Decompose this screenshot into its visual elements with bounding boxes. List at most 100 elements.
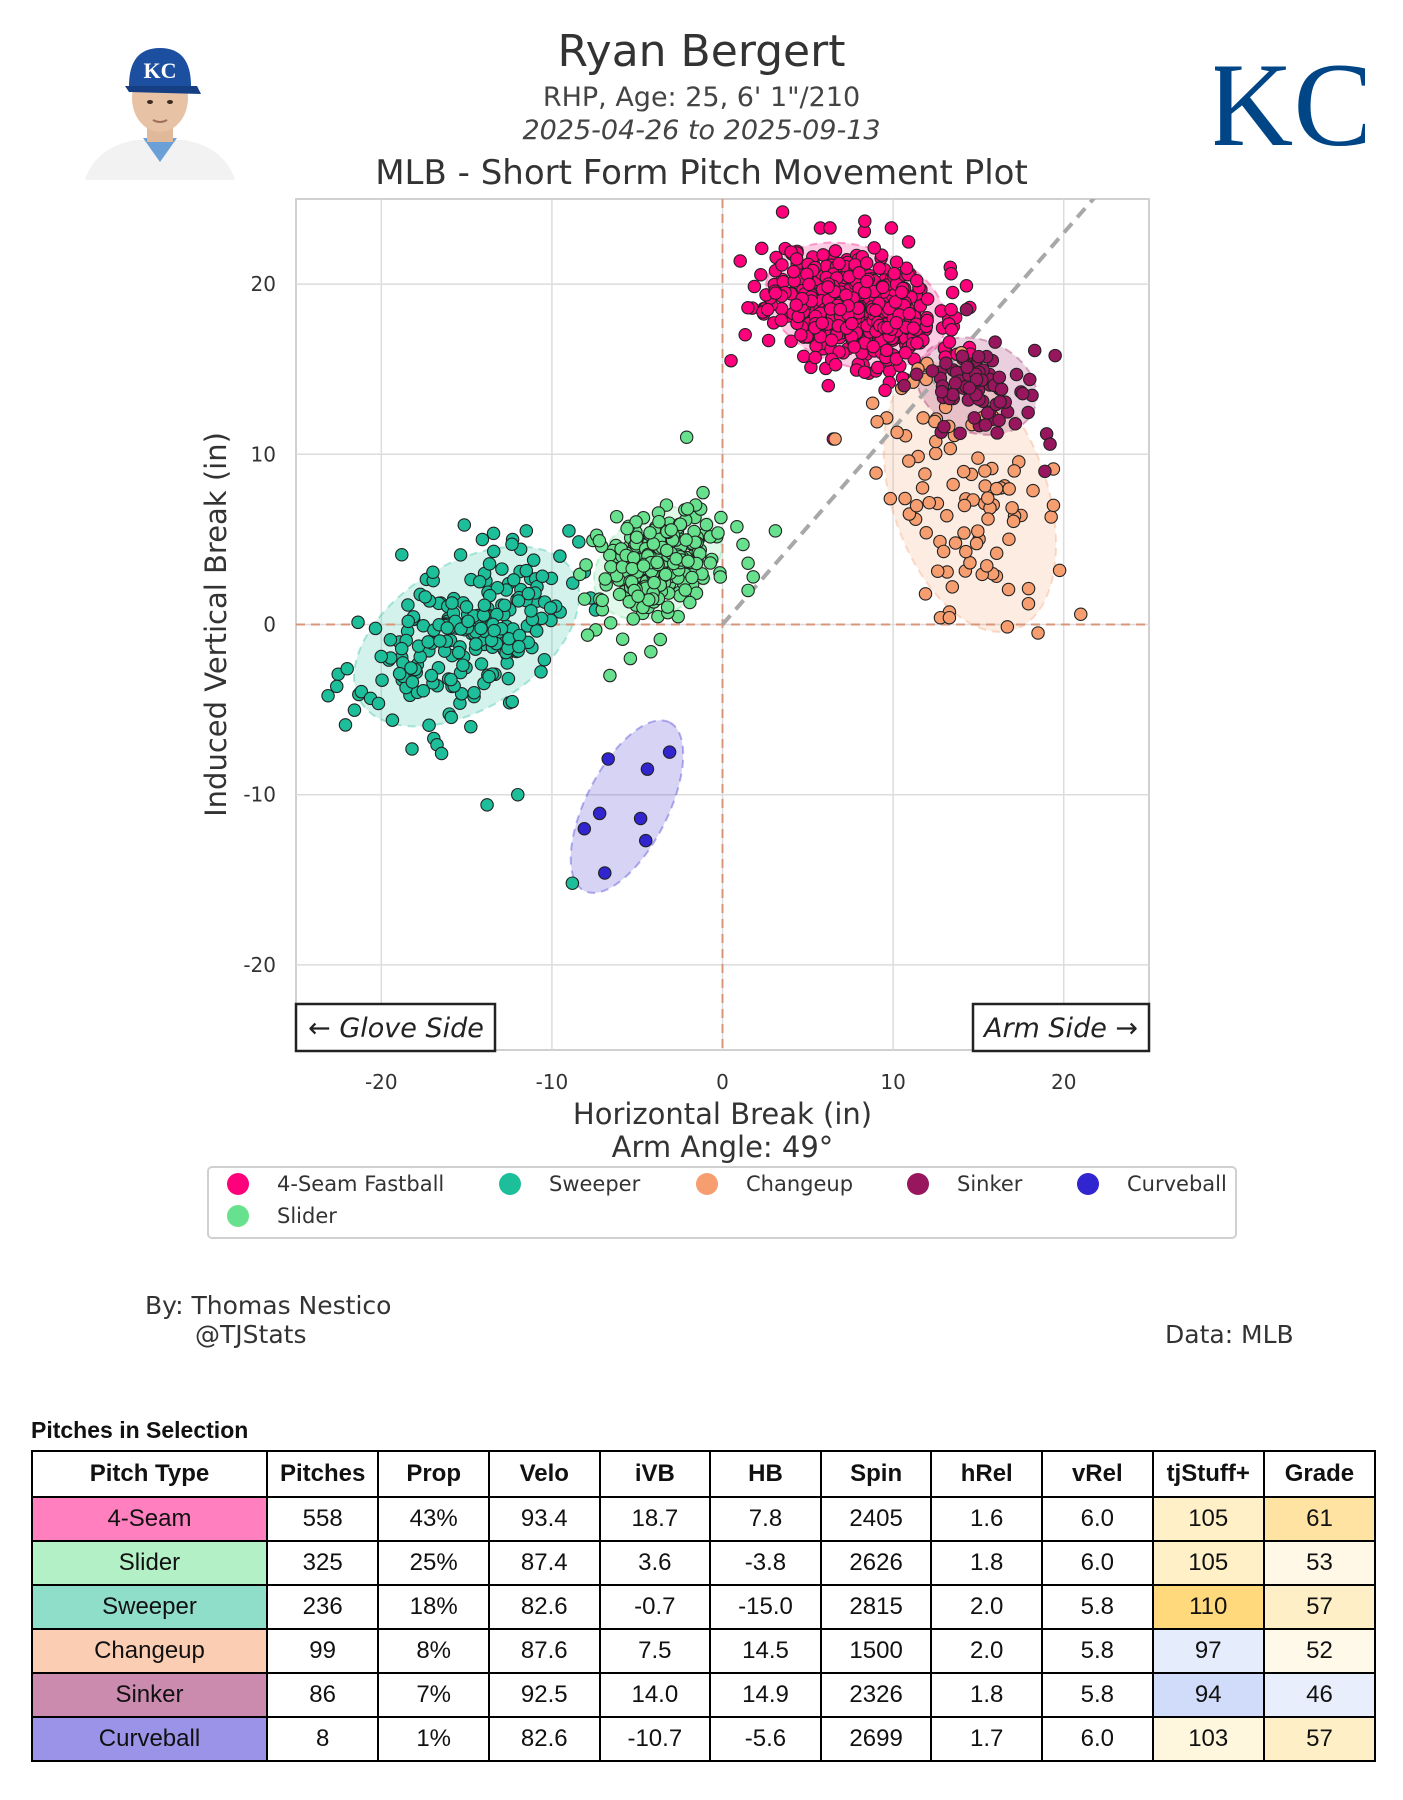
pitch-point [543,601,558,615]
grade-cell: 57 [1262,1584,1377,1630]
pitch-point [888,295,903,309]
pitch-point [802,277,816,292]
pitch-point [992,413,1006,428]
pitch-point [679,533,693,547]
pitch-point [845,316,859,331]
pitch-point [981,512,995,526]
pitch-point [768,524,783,538]
pitch-point [828,432,842,446]
pitch-point [939,356,953,370]
pitch-point [957,526,971,540]
pitch-point [486,544,501,559]
pitch-point [794,328,808,342]
pitch-point [565,576,580,590]
pitch-point [860,274,874,289]
pitch-point [741,556,755,570]
pitch-point [992,370,1007,385]
pitch-point [948,376,963,390]
pitch-point [464,720,478,734]
player-name: Ryan Bergert [557,26,846,77]
legend-label: 4-Seam Fastball [277,1172,444,1196]
pitch-point [445,596,459,610]
pitch-point [519,563,534,578]
pitch-point [1044,510,1058,524]
pitch-point [650,555,664,570]
stat-cell: 6.0 [1041,1496,1154,1542]
stat-cell: 1.7 [930,1716,1044,1762]
chart-points [321,205,1088,890]
x-tick-label: 10 [880,1070,905,1094]
table-row: Sweeper 236 18% 82.6 -0.7 -15.0 2815 2.0 5.8 110 5… [31,1584,1377,1630]
pitch-point [512,628,527,643]
column-header: Grade [1262,1450,1377,1498]
pitch-point [944,323,959,337]
pitch-point [1001,582,1016,597]
pitch-point [981,491,995,505]
pitch-point [338,718,353,732]
stat-cell: 87.6 [487,1628,601,1674]
pitch-point [629,530,644,544]
grade-cell: 57 [1262,1716,1377,1762]
plot-title: MLB - Short Form Pitch Movement Plot [375,153,1028,193]
pitch-point [519,524,534,538]
pitch-point [383,633,398,647]
credit-data-source: Data: MLB [1165,1320,1294,1349]
stat-cell: 1500 [819,1628,933,1674]
legend-marker [227,1205,249,1227]
pitch-point [971,524,985,538]
pitch-point [683,595,697,610]
pitch-point [946,387,960,402]
pitch-point [824,333,839,347]
pitch-point [789,252,804,266]
pitch-type-cell: 4-Seam [31,1496,268,1542]
pitch-point [680,502,695,516]
pitch-point [511,787,525,802]
stat-cell: 14.9 [709,1672,822,1718]
pitch-point [1052,563,1067,578]
pitch-point [948,536,963,550]
pitch-point [901,235,916,249]
pitch-point [347,703,362,717]
stat-cell: 43% [377,1496,490,1542]
pitch-point [821,378,836,393]
y-tick-label: 0 [263,613,276,637]
pitch-point [620,521,634,536]
stat-cell: 2326 [819,1672,933,1718]
pitch-point [711,526,725,540]
pitch-point [967,411,982,425]
x-axis-label: Horizontal Break (in) [573,1097,872,1131]
pitch-point [631,589,645,604]
pitch-point [603,616,618,630]
pitch-point [652,514,666,529]
stat-cell: 2.0 [930,1584,1044,1630]
pitch-point [889,255,904,269]
stat-cell: 7.5 [598,1628,712,1674]
pitch-point [878,383,892,398]
pitch-point [741,583,755,598]
column-header: tjStuff+ [1151,1450,1265,1498]
pitch-point [994,382,1009,397]
pitch-point [354,684,369,699]
pitch-point [511,594,526,608]
pitch-point [497,598,512,613]
stat-cell: 2626 [819,1540,933,1586]
grade-cell: 53 [1262,1540,1377,1586]
table-header-row: Pitch Type Pitches Prop Velo iVB HB Spin hRel vR… [31,1450,1377,1498]
legend-box [207,1166,1237,1239]
pitch-point [534,665,548,679]
pitch-point [1006,514,1021,529]
pitch-type-cell: Slider [31,1540,268,1586]
pitch-point [902,454,916,468]
pitch-point [537,653,552,667]
table-body: 4-Seam 558 43% 93.4 18.7 7.8 2405 1.6 6.0 105 61 Sl… [31,1496,1377,1762]
pitch-point [942,610,957,625]
pitch-point [475,532,490,547]
pitch-point [495,562,509,576]
pitch-point [638,833,653,848]
pitch-point [959,279,974,293]
tjstuff-cell: 103 [1151,1716,1265,1762]
pitch-point [1048,348,1062,363]
pitch-point [579,558,593,572]
pitch-point [1002,482,1016,496]
pitch-point [942,335,957,349]
